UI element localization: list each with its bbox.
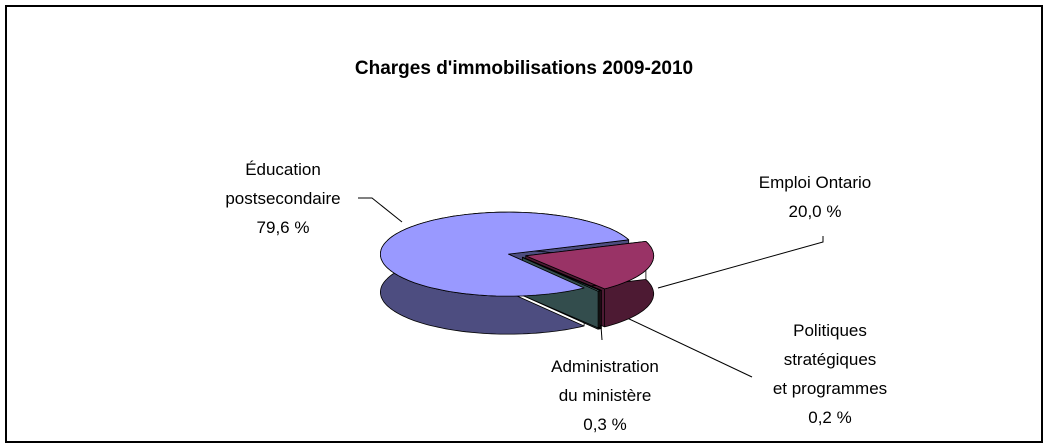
slice-label: Emploi Ontario 20,0 % <box>730 168 900 226</box>
leader-line <box>657 236 824 289</box>
chart-title: Charges d'immobilisations 2009-2010 <box>354 58 694 79</box>
slice-label: Politiques stratégiques et programmes 0,2… <box>755 316 905 432</box>
slice <box>380 211 630 297</box>
slice-label: Administration du ministère 0,3 % <box>530 352 680 439</box>
slice <box>522 257 601 292</box>
slice <box>525 241 655 290</box>
category-label: Administration du ministère <box>551 357 659 405</box>
leader-line <box>358 197 403 223</box>
category-label: Politiques stratégiques et programmes <box>772 321 888 398</box>
pie <box>380 211 655 335</box>
category-label: Emploi Ontario <box>758 173 872 192</box>
value-label: 20,0 % <box>788 202 842 221</box>
value-label: 0,2 % <box>808 408 852 427</box>
leader-line <box>605 307 753 378</box>
slice-label: Éducation postsecondaire 79,6 % <box>195 155 371 242</box>
value-label: 0,3 % <box>583 415 627 434</box>
category-label: Éducation postsecondaire <box>225 160 341 208</box>
value-label: 79,6 % <box>256 218 310 237</box>
leader-lines <box>358 197 824 378</box>
